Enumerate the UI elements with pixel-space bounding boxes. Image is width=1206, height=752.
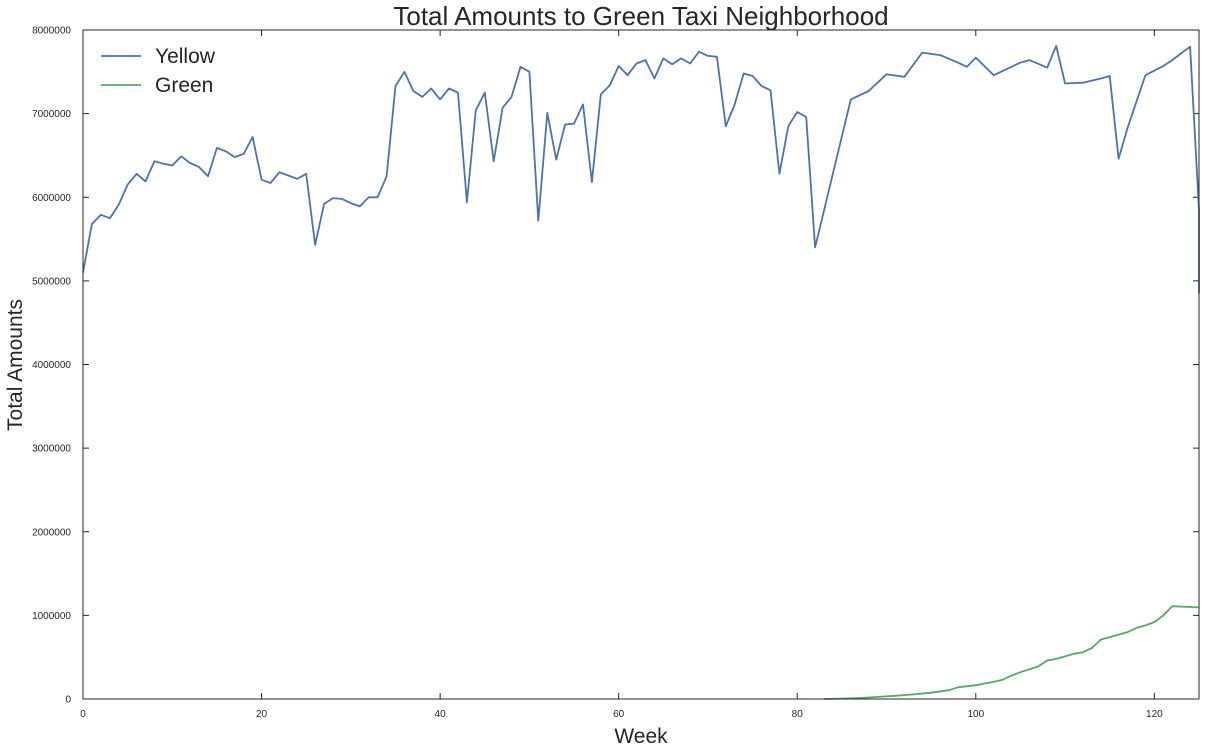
- y-tick-label: 4000000: [32, 360, 71, 371]
- legend-item-yellow[interactable]: Yellow: [101, 45, 216, 68]
- series-lines: [82, 45, 1200, 700]
- series-line-yellow: [82, 45, 1200, 294]
- legend-label: Green: [155, 74, 213, 97]
- y-tick-label: 1000000: [32, 611, 71, 622]
- y-tick-label: 7000000: [32, 109, 71, 120]
- y-tick-label: 0: [65, 695, 71, 706]
- x-axis-label: Week: [614, 725, 668, 748]
- series-line-green: [823, 605, 1200, 700]
- legend-label: Yellow: [155, 45, 216, 68]
- x-tick-label: 100: [967, 709, 984, 720]
- x-tick-label: 120: [1146, 709, 1163, 720]
- x-tick-label: 60: [613, 709, 625, 720]
- y-tick-label: 3000000: [32, 444, 71, 455]
- plot-frame: [82, 29, 1200, 700]
- y-tick-label: 5000000: [32, 276, 71, 287]
- x-tick-label: 40: [435, 709, 447, 720]
- y-axis-label: Total Amounts: [4, 299, 27, 431]
- x-tick-label: 0: [80, 709, 86, 720]
- axis-ticks: 0 20 40 60 80 100 120 0 1000000 2000000 3000000 400…: [32, 26, 1199, 720]
- legend-item-green[interactable]: Green: [101, 74, 213, 97]
- y-tick-label: 2000000: [32, 527, 71, 538]
- y-tick-label: 8000000: [32, 26, 71, 37]
- chart-title: Total Amounts to Green Taxi Neighborhood: [393, 1, 888, 31]
- x-tick-label: 80: [792, 709, 804, 720]
- x-tick-label: 20: [256, 709, 268, 720]
- legend[interactable]: Yellow Green: [101, 45, 216, 97]
- y-tick-label: 6000000: [32, 193, 71, 204]
